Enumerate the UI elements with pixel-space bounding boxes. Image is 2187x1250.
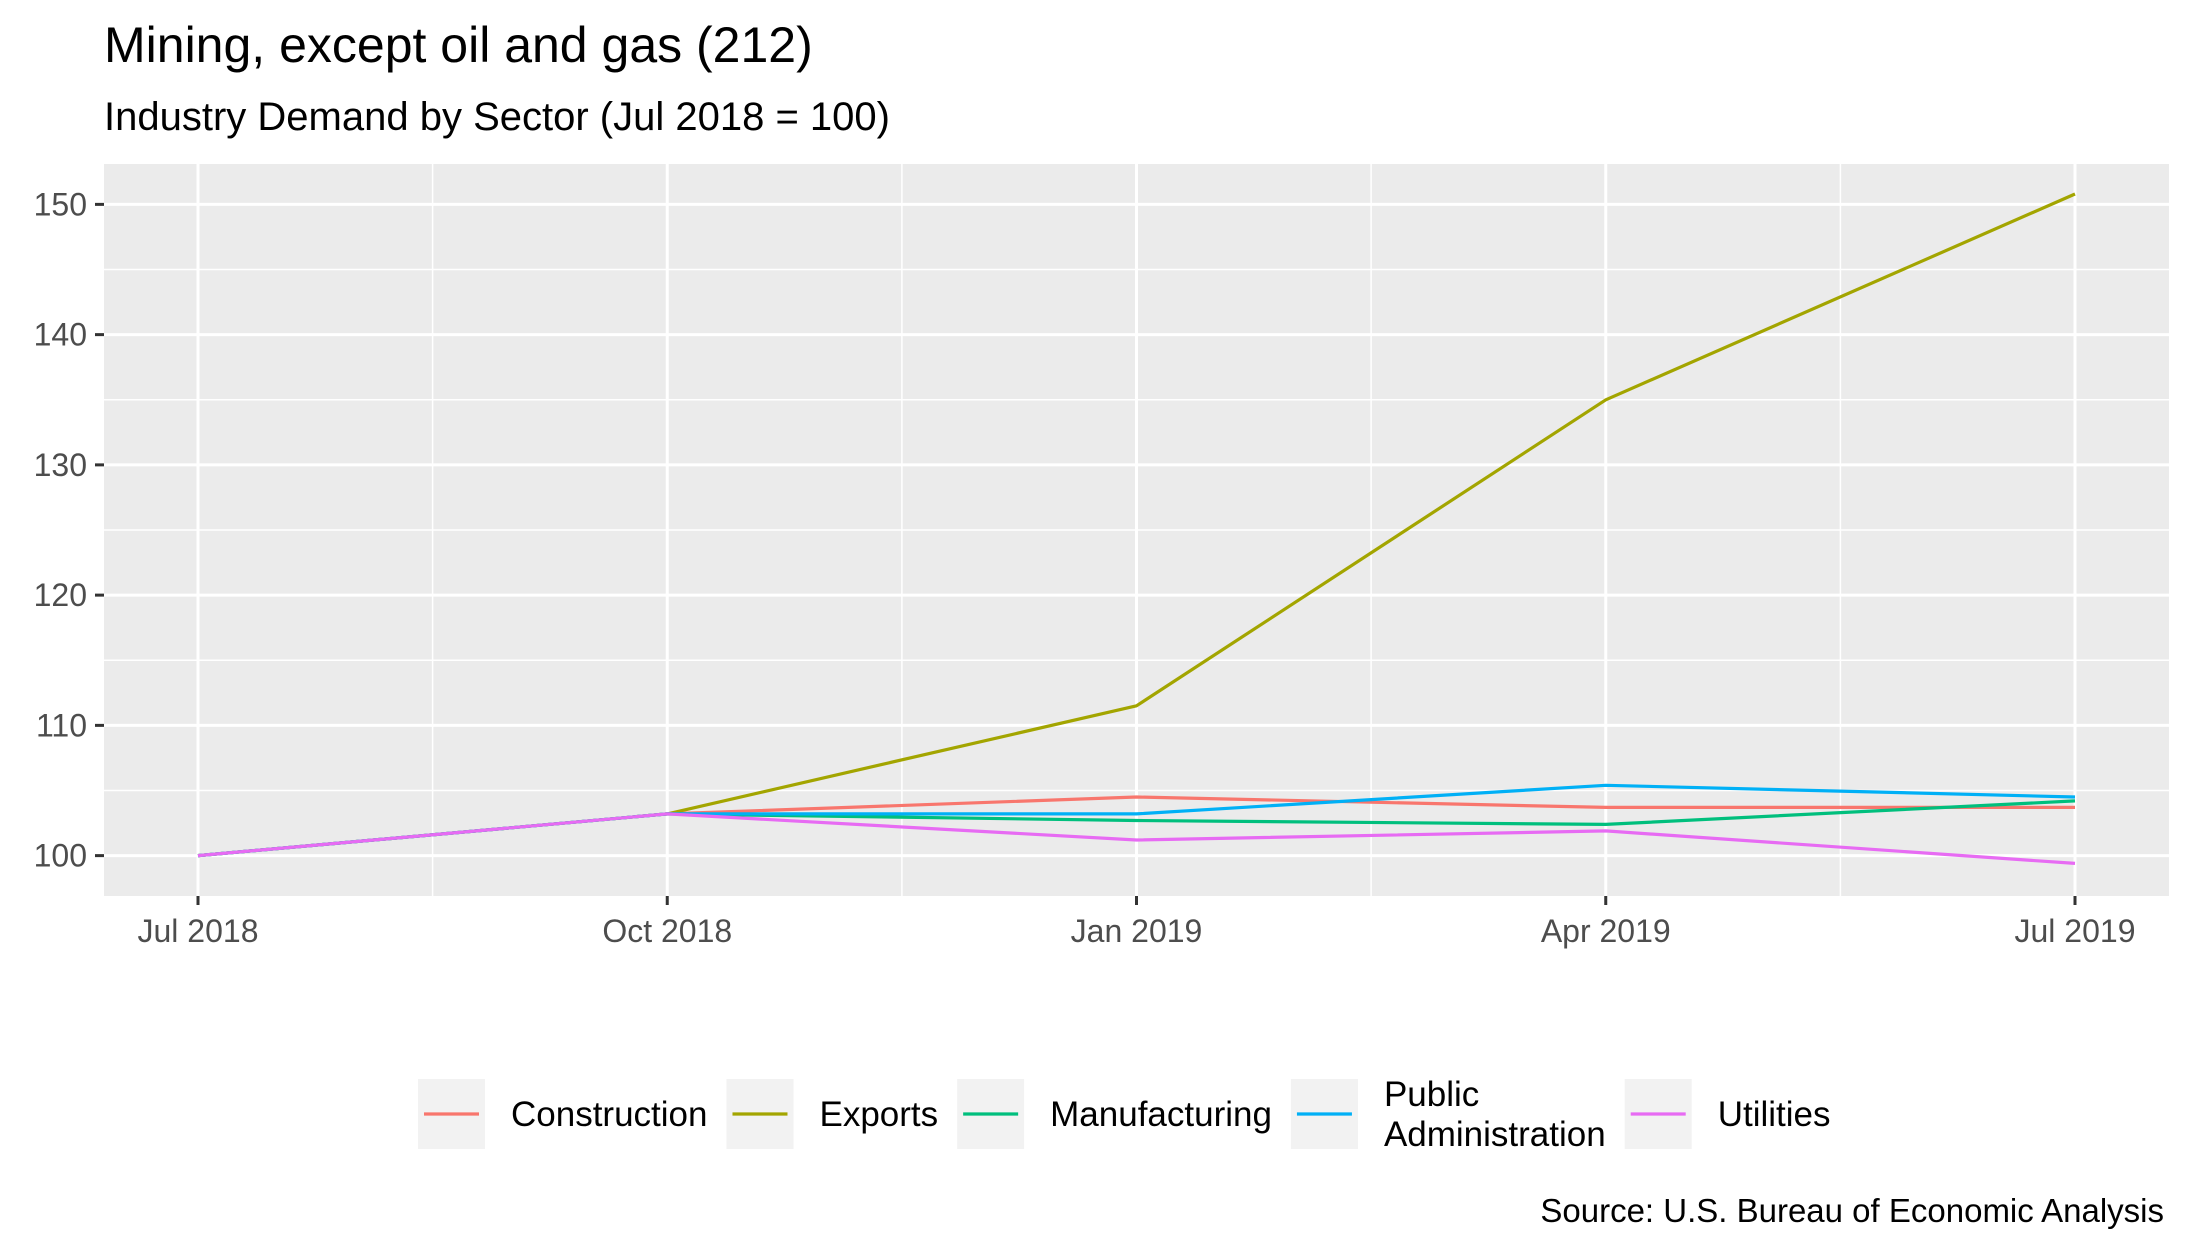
x-tick-label: Jul 2019 [2015, 913, 2136, 949]
legend-item: Manufacturing [957, 1079, 1272, 1149]
y-tick-label: 100 [34, 838, 87, 874]
chart-title: Mining, except oil and gas (212) [104, 17, 813, 73]
legend-item: Construction [418, 1079, 707, 1149]
legend-item: Exports [726, 1079, 938, 1149]
x-axis: Jul 2018 Oct 2018 Jan 2019 Apr 2019 Jul 2019 [138, 896, 2136, 949]
x-tick-label: Oct 2018 [602, 913, 732, 949]
legend-item: Utilities [1624, 1079, 1831, 1149]
legend: Construction Exports Manufacturing PublicAd… [418, 1075, 1831, 1154]
x-tick-label: Apr 2019 [1541, 913, 1671, 949]
y-tick-label: 130 [34, 447, 87, 483]
y-tick-label: 150 [34, 186, 87, 222]
chart-caption: Source: U.S. Bureau of Economic Analysis [1540, 1192, 2164, 1229]
chart-subtitle: Industry Demand by Sector (Jul 2018 = 10… [104, 95, 890, 139]
legend-label: Manufacturing [1050, 1095, 1272, 1134]
x-tick-label: Jul 2018 [138, 913, 259, 949]
y-tick-label: 120 [34, 577, 87, 613]
legend-label: Construction [511, 1095, 707, 1134]
legend-label: Administration [1384, 1115, 1606, 1154]
y-axis: 100 110 120 130 140 150 [34, 186, 104, 874]
series-line [197, 812, 2076, 865]
major-gridlines [104, 164, 2169, 896]
x-tick-label: Jan 2019 [1071, 913, 1203, 949]
legend-label: Public [1384, 1075, 1479, 1114]
series-lines [197, 192, 2076, 865]
y-tick-label: 110 [36, 707, 87, 743]
legend-label: Exports [819, 1095, 938, 1134]
legend-label: Utilities [1718, 1095, 1831, 1134]
y-tick-label: 140 [34, 317, 87, 353]
